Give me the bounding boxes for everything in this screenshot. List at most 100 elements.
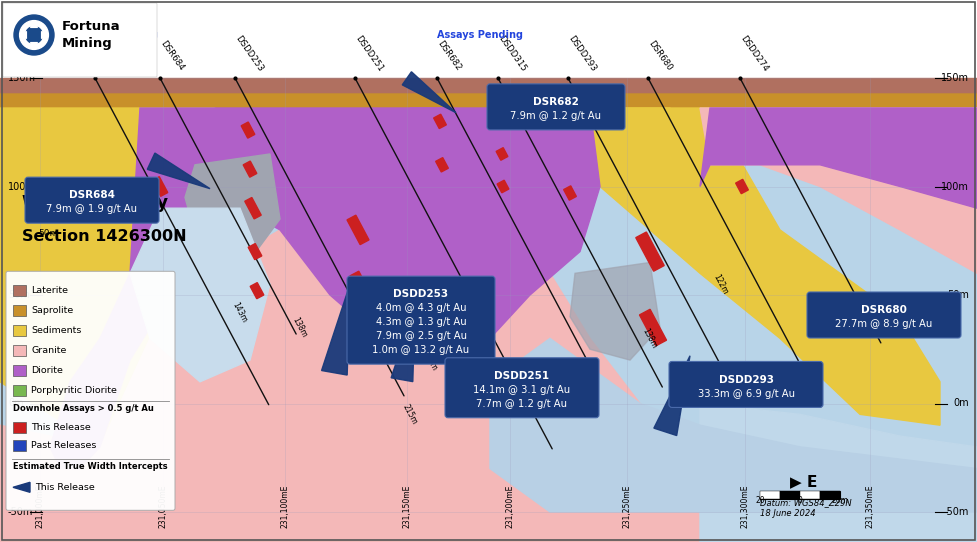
Polygon shape [350,271,370,297]
Text: DSDD293: DSDD293 [566,34,597,73]
Text: DSR682: DSR682 [533,97,579,107]
Text: 100m: 100m [8,182,36,191]
Bar [0,78,977,94]
Text: 7.9m @ 2.5 g/t Au: 7.9m @ 2.5 g/t Au [375,331,466,341]
Polygon shape [410,108,460,132]
Text: 0m: 0m [8,398,23,409]
FancyBboxPatch shape [445,358,599,418]
Text: Datum: WGS84_Z29N: Datum: WGS84_Z29N [760,499,852,507]
Bar [13,305,26,317]
Polygon shape [250,282,264,299]
Circle shape [20,21,49,49]
Text: 14.1m @ 3.1 g/t Au: 14.1m @ 3.1 g/t Au [474,385,571,395]
Text: Estimated True Width Intercepts: Estimated True Width Intercepts [13,462,168,472]
Text: Downhole Assays > 0.5 g/t Au: Downhole Assays > 0.5 g/t Au [13,404,153,414]
Text: DSR682: DSR682 [435,40,462,73]
Polygon shape [736,179,748,193]
Polygon shape [21,31,26,38]
Text: 1.0m @ 13.2 g/t Au: 1.0m @ 13.2 g/t Au [372,345,470,356]
FancyBboxPatch shape [807,292,961,338]
Text: 231,200mE: 231,200mE [505,485,515,528]
Text: 231,000mE: 231,000mE [35,485,45,528]
Text: 215m: 215m [401,403,419,426]
Text: 183m: 183m [561,370,579,393]
Text: ▶ E: ▶ E [790,474,818,489]
Text: 7.9m @ 1.2 g/t Au: 7.9m @ 1.2 g/t Au [511,111,602,121]
Text: This Release: This Release [35,483,95,492]
FancyBboxPatch shape [669,362,823,408]
Polygon shape [152,177,168,196]
Polygon shape [248,243,262,260]
Polygon shape [215,108,600,360]
Text: 231,050mE: 231,050mE [158,485,167,528]
Text: This Release: This Release [31,423,91,432]
Polygon shape [241,122,255,138]
FancyBboxPatch shape [3,3,157,77]
Text: Fortuna: Fortuna [62,21,120,34]
Text: 180m: 180m [666,381,684,404]
Polygon shape [700,403,977,542]
FancyBboxPatch shape [347,276,495,364]
Polygon shape [700,108,977,273]
Text: 231,350mE: 231,350mE [866,485,874,528]
Polygon shape [347,215,369,244]
Text: Saprolite: Saprolite [31,306,73,315]
Polygon shape [434,114,446,128]
FancyBboxPatch shape [487,84,625,130]
Text: 4.3m @ 1.3 g/t Au: 4.3m @ 1.3 g/t Au [376,318,466,327]
Polygon shape [130,208,270,382]
Text: 231,300mE: 231,300mE [741,485,749,528]
Bar [13,285,26,296]
Polygon shape [30,22,37,28]
Text: 186m: 186m [511,359,530,383]
Text: 204m: 204m [421,349,439,372]
Polygon shape [50,108,215,469]
Text: DSDD253: DSDD253 [394,289,448,299]
Bar [800,491,820,499]
Polygon shape [0,108,977,542]
Bar [760,491,840,499]
Text: 50m: 50m [947,290,969,300]
Text: 18 June 2024: 18 June 2024 [760,509,816,518]
Text: 231,250mE: 231,250mE [622,485,631,528]
Text: Assays Pending: Assays Pending [437,30,523,40]
Polygon shape [654,356,690,436]
Polygon shape [636,232,664,271]
Circle shape [14,15,54,55]
Text: 50m: 50m [38,229,59,238]
Text: 20m: 20m [831,495,848,505]
Bar [0,0,977,78]
Bar [13,422,26,433]
Text: Assays Pending: Assays Pending [72,30,158,40]
Text: 0m: 0m [954,398,969,409]
Text: DSDD315: DSDD315 [496,34,528,73]
Text: DSDD293: DSDD293 [718,375,774,385]
Text: 231,150mE: 231,150mE [403,485,411,528]
Text: DSDD251: DSDD251 [353,34,384,73]
Bar [13,325,26,336]
Text: DSR684: DSR684 [69,190,115,201]
Text: 0: 0 [797,495,802,505]
Bar [760,491,780,499]
Polygon shape [640,309,666,346]
Text: Granite: Granite [31,346,66,355]
Text: DSDD251: DSDD251 [494,371,549,381]
Text: 20: 20 [755,495,765,505]
Text: 50m: 50m [8,290,30,300]
Polygon shape [570,262,660,360]
Polygon shape [30,43,37,48]
Polygon shape [436,158,448,172]
Polygon shape [243,161,257,177]
Text: 7.7m @ 1.2 g/t Au: 7.7m @ 1.2 g/t Au [477,399,568,409]
FancyBboxPatch shape [25,177,159,223]
Text: -50m: -50m [8,507,33,517]
Bar [780,491,800,499]
Text: Porphyritic Diorite: Porphyritic Diorite [31,386,117,395]
Bar [13,365,26,376]
Text: 4.0m @ 4.3 g/t Au: 4.0m @ 4.3 g/t Au [376,304,466,313]
Polygon shape [490,338,977,512]
Polygon shape [13,482,30,492]
Polygon shape [497,180,509,193]
Text: DSR680: DSR680 [861,305,907,315]
Polygon shape [564,186,576,200]
